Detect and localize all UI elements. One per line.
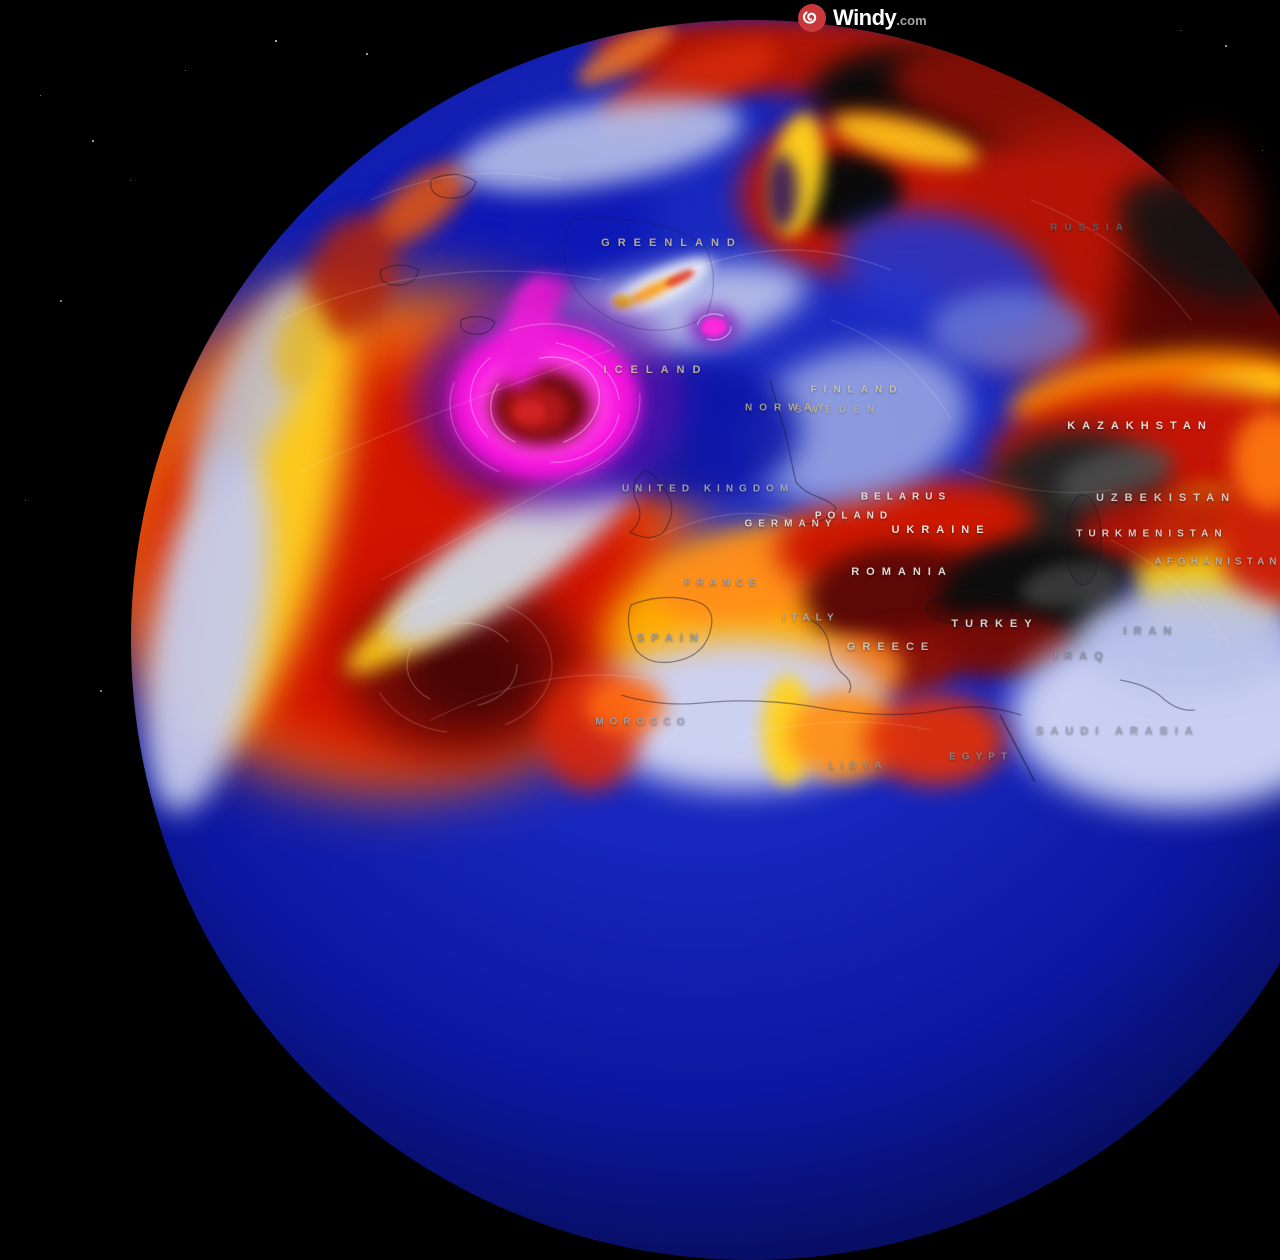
streamlines [280,172,1232,741]
windy-logo-icon [798,4,826,32]
star [60,300,62,302]
star [130,180,131,181]
star [92,140,94,142]
windy-logo-text: Windy .com [833,5,927,31]
wind-streamlines-overlay [280,172,1232,783]
star [25,500,26,501]
brand-name: Windy [833,5,897,30]
star [40,95,41,96]
brand-suffix: .com [896,13,927,28]
earth-globe[interactable] [131,20,1280,1260]
star [100,690,102,692]
windy-logo[interactable]: Windy .com [797,3,927,33]
